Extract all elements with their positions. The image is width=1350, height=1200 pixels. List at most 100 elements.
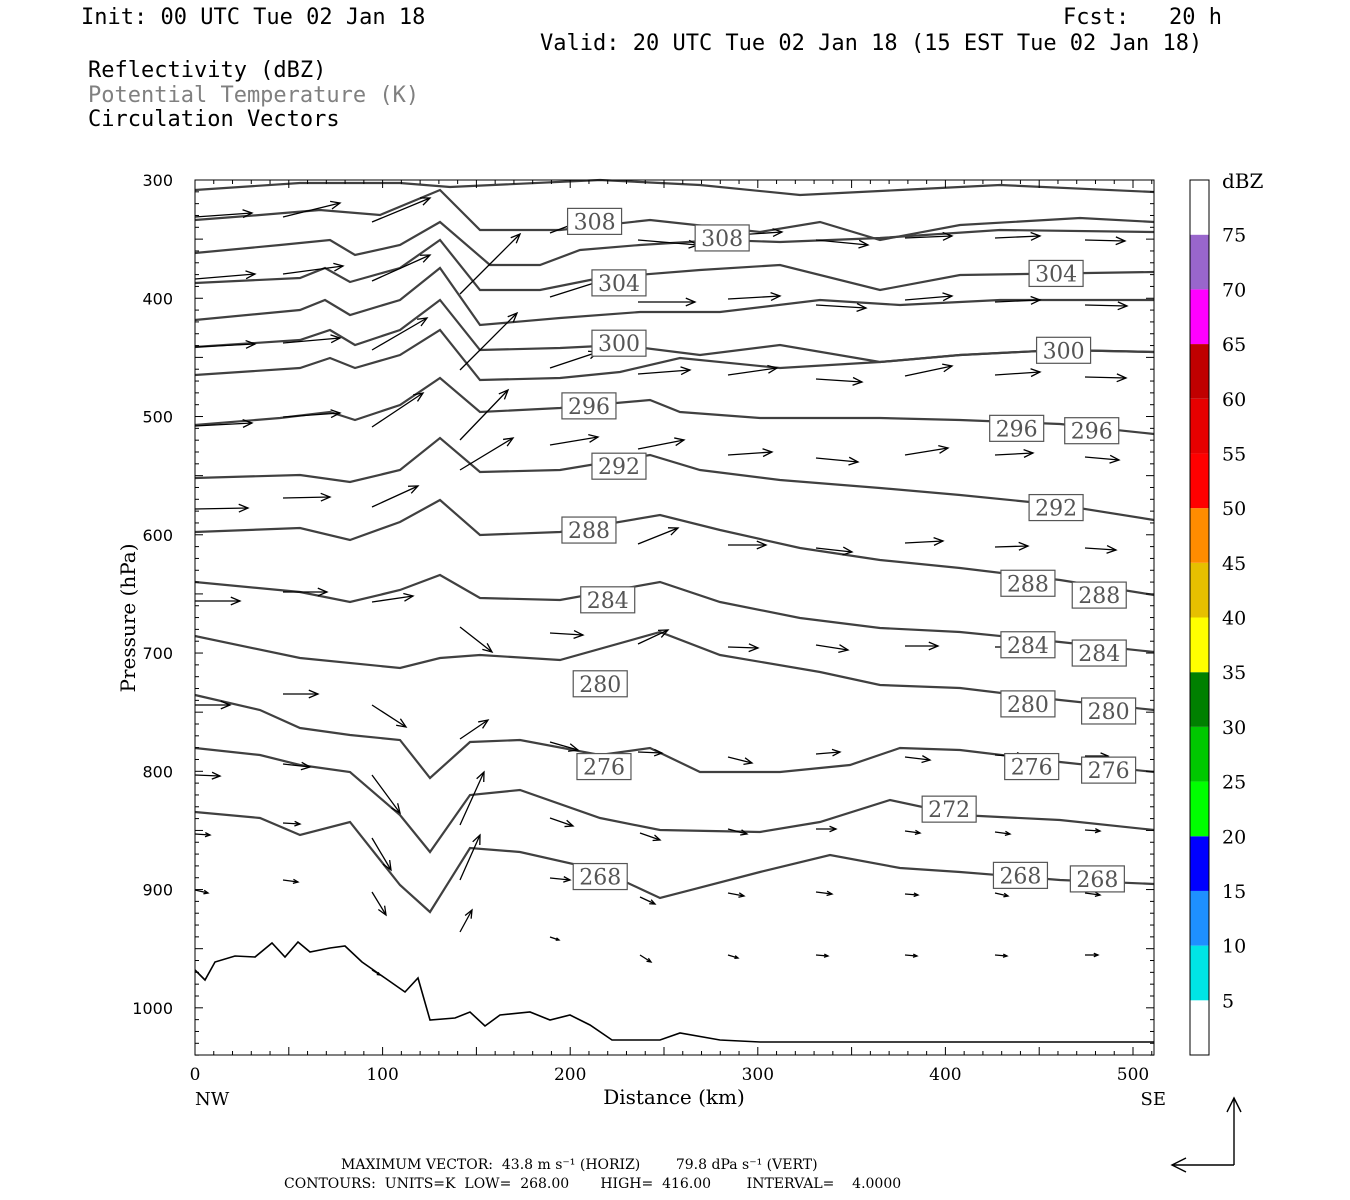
circulation-vector-arrow xyxy=(459,771,485,826)
contour-label: 300 xyxy=(598,332,640,357)
circulation-vector-arrow xyxy=(639,896,656,905)
contour-label-box xyxy=(1035,336,1092,364)
circulation-vector-arrow xyxy=(1084,456,1120,461)
circulation-vector-arrowhead xyxy=(204,832,212,838)
circulation-vector-arrow xyxy=(282,879,299,883)
circulation-vector-arrow xyxy=(994,545,1029,548)
circulation-vector-arrowhead xyxy=(912,953,919,958)
contour-label: 288 xyxy=(1078,584,1120,609)
circulation-vector-arrowhead xyxy=(419,254,432,263)
colorbar-tick-label: 70 xyxy=(1222,279,1246,301)
contour-label-box xyxy=(591,269,647,297)
circulation-vector-arrow xyxy=(727,828,748,835)
circulation-vector-arrowhead xyxy=(823,953,830,958)
circulation-vector-arrow xyxy=(371,197,431,223)
colorbar-segment xyxy=(1190,1000,1209,1055)
theta-contour-line xyxy=(194,266,1154,327)
circulation-vector-arrowhead xyxy=(567,743,580,752)
circulation-vector-arrowhead xyxy=(573,629,585,639)
circulation-vector-arrow xyxy=(371,891,387,916)
circulation-vector-arrow xyxy=(194,273,256,280)
circulation-vector-arrowhead xyxy=(211,771,222,780)
y-axis-label: Pressure (hPa) xyxy=(116,544,140,693)
circulation-vector-arrowhead xyxy=(652,834,662,842)
circulation-vector-arrow xyxy=(1084,547,1117,551)
theta-contour-line xyxy=(194,810,1155,914)
contour-label-box xyxy=(1064,417,1120,445)
circulation-vector-arrow xyxy=(727,367,778,376)
colorbar: 5 10 15 20 25 30 35 40 45 50 55 60 65 70 75 dBZ xyxy=(1189,169,1264,1056)
circulation-vector-arrowhead xyxy=(657,629,670,638)
colorbar-segment xyxy=(1190,453,1209,509)
colorbar-segment xyxy=(1190,617,1209,673)
contour-label: 268 xyxy=(999,864,1041,889)
colorbar-tick-label: 55 xyxy=(1222,443,1246,465)
contour-label-box xyxy=(1000,569,1056,597)
circulation-vector-arrow xyxy=(194,833,211,836)
circulation-vector-arrowhead xyxy=(649,899,657,905)
circulation-vector-arrow xyxy=(904,235,953,239)
circulation-vector-arrow xyxy=(994,452,1034,456)
axis-ticks: 0 100 200 300 400 500 300 400 500 600 700 800 900 100… xyxy=(116,171,1166,1110)
theta-contour-line xyxy=(194,328,1155,382)
circulation-vector-arrow xyxy=(815,891,833,895)
x-tick-label: 300 xyxy=(742,1065,774,1085)
circulation-vector-arrow xyxy=(904,954,918,957)
circulation-vector-arrowhead xyxy=(588,434,600,443)
contour-label-box xyxy=(989,414,1045,442)
contour-label: 276 xyxy=(583,756,625,781)
circulation-vector-arrow xyxy=(1084,304,1128,307)
circulation-vector-arrowhead xyxy=(740,829,749,836)
circulation-vector-arrowhead xyxy=(403,592,415,602)
circulation-vector-arrow xyxy=(815,378,863,383)
circulation-vector-arrowhead xyxy=(1023,448,1035,458)
theta-contour-line xyxy=(194,220,1155,267)
contour-label: 280 xyxy=(1007,693,1049,718)
circulation-vector-arrow xyxy=(282,202,341,218)
circulation-vector-arrow xyxy=(549,351,599,369)
circulation-vector-arrowhead xyxy=(308,689,320,699)
y-tick-label: 1000 xyxy=(132,999,173,1018)
circulation-vector-arrow xyxy=(371,837,392,871)
circulation-vector-arrowhead xyxy=(413,392,425,402)
circulation-vector-arrowhead xyxy=(1004,830,1012,837)
circulation-vector-arrowhead xyxy=(1106,544,1118,554)
colorbar-segment xyxy=(1190,781,1209,837)
circulation-vector-arrowhead xyxy=(464,908,473,919)
circulation-vector-arrowhead xyxy=(829,825,838,833)
colorbar-tick-label: 10 xyxy=(1222,936,1246,958)
circulation-vector-arrow xyxy=(904,447,949,456)
contour-label-box xyxy=(1000,631,1056,659)
contour-label-box xyxy=(1028,493,1084,522)
circulation-vector-arrow xyxy=(815,547,853,553)
contour-label: 268 xyxy=(1076,868,1118,893)
colorbar-segment xyxy=(1190,508,1209,563)
circulation-vector-arrow xyxy=(637,239,699,246)
circulation-vector-arrow xyxy=(639,954,652,963)
contour-label: 288 xyxy=(1007,572,1049,597)
circulation-vector-arrow xyxy=(371,704,407,728)
circulation-vector-arrow xyxy=(637,629,669,645)
contour-label-box xyxy=(1081,756,1137,784)
theta-contour-line xyxy=(194,436,1155,522)
circulation-vector-arrowhead xyxy=(738,892,746,898)
y-tick-label: 400 xyxy=(142,289,173,308)
x-tick-label: 0 xyxy=(190,1065,201,1085)
circulation-vector-arrowhead xyxy=(942,292,954,302)
circulation-vector-arrowhead xyxy=(242,418,254,428)
circulation-vector-arrow xyxy=(1084,892,1101,896)
contour-label: 308 xyxy=(574,210,616,235)
circulation-vector-arrowhead xyxy=(838,644,850,654)
contour-label-box xyxy=(561,392,617,420)
circulation-vector-arrowhead xyxy=(1116,373,1128,383)
x-tick-label: 200 xyxy=(554,1065,586,1085)
circulation-vector-arrowhead xyxy=(396,718,408,728)
circulation-vector-arrow xyxy=(994,371,1041,376)
circulation-vector-arrowhead xyxy=(1030,231,1042,241)
contour-labels: 308 308 304 304 300 300 296 296 296 292 292 288 288 2… xyxy=(561,207,1137,893)
contour-label-box xyxy=(1000,690,1056,718)
contour-label-box xyxy=(1004,752,1060,781)
circulation-vector-arrowhead xyxy=(928,641,940,651)
colorbar-tick-label: 75 xyxy=(1222,225,1246,247)
colorbar-segment xyxy=(1190,562,1209,618)
